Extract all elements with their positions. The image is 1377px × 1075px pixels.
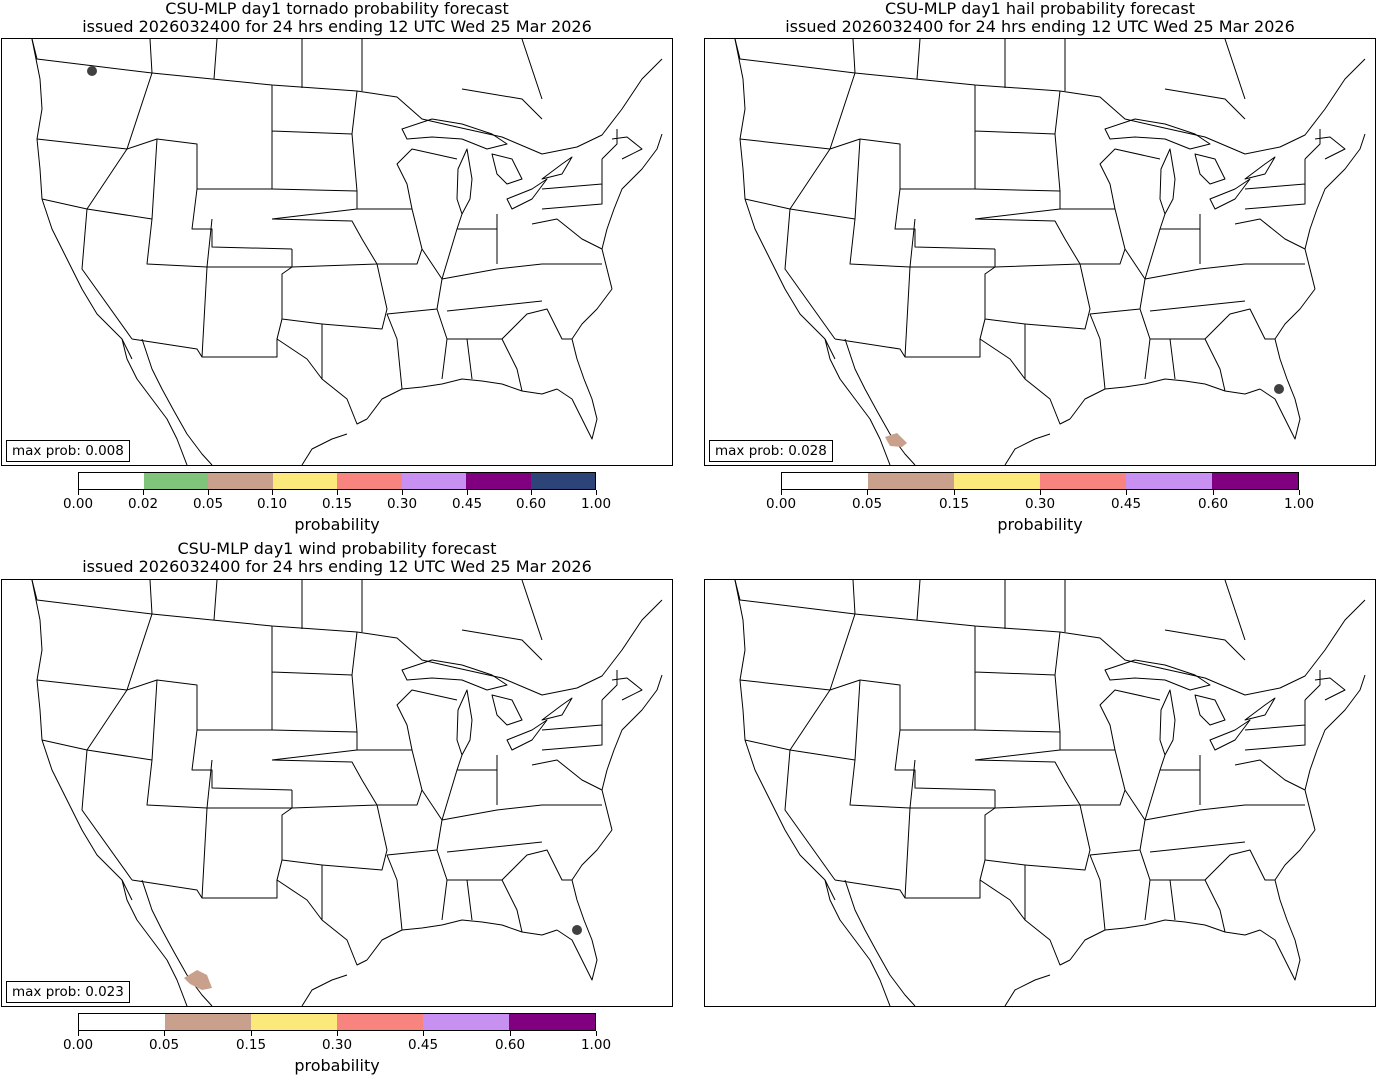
tornado-colorbar [78,472,596,490]
hail-cbar-tick-3 [1040,490,1041,495]
tornado-cbar-seg-6 [466,473,531,489]
wind-cbar-label: probability [294,1056,380,1075]
wind-cbar-seg-3 [337,1014,423,1030]
tornado-cbar-seg-1 [143,473,208,489]
hail-cbar-ticklabel-4: 0.45 [1110,496,1142,512]
tornado-cbar-seg-0 [79,473,144,489]
hail-cbar-ticklabel-0: 0.00 [765,496,797,512]
tornado-cbar-tick-8 [596,490,597,495]
tornado-cbar-tick-4 [337,490,338,495]
wind-map: max prob: 0.023 [1,579,673,1007]
tornado-title-line1: CSU-MLP day1 tornado probability forecas… [165,0,509,18]
wind-cbar-tick-1 [164,1031,165,1036]
hail-cbar-ticklabel-1: 0.05 [851,496,883,512]
tornado-map-svg [2,39,672,465]
wind-cbar-ticklabel-3: 0.30 [321,1037,353,1053]
tornado-cbar-ticklabel-6: 0.45 [451,496,483,512]
hail-cbar-seg-1 [868,473,954,489]
tornado-cbar-seg-3 [272,473,337,489]
wind-cbar-tick-2 [251,1031,252,1036]
tornado-cbar-tick-5 [402,490,403,495]
wind-prob-area [184,970,212,990]
wind-cbar-ticklabel-5: 0.60 [494,1037,526,1053]
wind-title-line2: issued 2026032400 for 24 hrs ending 12 U… [82,557,592,576]
tornado-cbar-tick-2 [208,490,209,495]
hail-cbar-seg-0 [782,473,868,489]
tornado-cbar-seg-5 [401,473,466,489]
tornado-cbar-ticklabel-0: 0.00 [62,496,94,512]
tornado-cbar-seg-2 [208,473,273,489]
tornado-cbar-seg-4 [337,473,402,489]
wind-cbar-seg-1 [165,1014,251,1030]
wind-title: CSU-MLP day1 wind probability forecast i… [1,540,673,576]
hail-max-prob: max prob: 0.028 [709,440,833,462]
tornado-max-prob: max prob: 0.008 [6,440,130,462]
wind-cbar-tick-4 [423,1031,424,1036]
hail-cbar-seg-2 [954,473,1040,489]
hail-cbar-seg-4 [1126,473,1212,489]
wind-cbar-ticklabel-0: 0.00 [62,1037,94,1053]
hail-cbar-ticklabel-3: 0.30 [1024,496,1056,512]
tornado-cbar-ticklabel-3: 0.10 [256,496,288,512]
hail-cbar-tick-2 [954,490,955,495]
wind-cbar-tick-5 [510,1031,511,1036]
hail-cbar-seg-5 [1212,473,1298,489]
hail-cbar-ticklabel-5: 0.60 [1197,496,1229,512]
hail-map-svg [705,39,1375,465]
hail-title-line1: CSU-MLP day1 hail probability forecast [884,0,1196,18]
wind-cbar-tick-0 [78,1031,79,1036]
hail-map: max prob: 0.028 [704,38,1376,466]
hail-cbar-tick-1 [867,490,868,495]
hail-cbar-ticklabel-6: 1.00 [1283,496,1315,512]
tornado-map: max prob: 0.008 [1,38,673,466]
wind-cbar-ticklabel-2: 0.15 [235,1037,267,1053]
wind-cbar-ticklabel-4: 0.45 [407,1037,439,1053]
blank-map-svg [705,580,1375,1006]
tornado-cbar-ticklabel-4: 0.15 [321,496,353,512]
wind-cbar-seg-4 [423,1014,509,1030]
wind-colorbar [78,1013,596,1031]
wind-cbar-seg-0 [79,1014,165,1030]
hail-cbar-tick-4 [1126,490,1127,495]
wind-max-prob: max prob: 0.023 [6,981,130,1003]
hail-cbar-label: probability [997,515,1083,534]
blank-map [704,579,1376,1007]
tornado-title-line2: issued 2026032400 for 24 hrs ending 12 U… [82,17,592,36]
wind-cbar-seg-2 [251,1014,337,1030]
tornado-cbar-ticklabel-8: 1.00 [580,496,612,512]
wind-cbar-tick-6 [596,1031,597,1036]
tornado-report-dot [87,66,97,76]
tornado-cbar-tick-7 [531,490,532,495]
hail-colorbar [781,472,1299,490]
wind-cbar-ticklabel-6: 1.00 [580,1037,612,1053]
wind-cbar-tick-3 [337,1031,338,1036]
tornado-cbar-tick-6 [467,490,468,495]
tornado-cbar-label: probability [294,515,380,534]
tornado-cbar-tick-3 [272,490,273,495]
wind-cbar-seg-5 [509,1014,595,1030]
hail-prob-area [885,433,907,447]
tornado-cbar-ticklabel-1: 0.02 [127,496,159,512]
hail-title-line2: issued 2026032400 for 24 hrs ending 12 U… [785,17,1295,36]
hail-cbar-tick-5 [1213,490,1214,495]
tornado-title: CSU-MLP day1 tornado probability forecas… [1,0,673,36]
tornado-cbar-ticklabel-2: 0.05 [192,496,224,512]
hail-cbar-tick-6 [1299,490,1300,495]
hail-cbar-ticklabel-2: 0.15 [938,496,970,512]
tornado-cbar-seg-7 [530,473,595,489]
hail-cbar-seg-3 [1040,473,1126,489]
wind-title-line1: CSU-MLP day1 wind probability forecast [177,539,497,558]
wind-report-dot [572,925,582,935]
hail-title: CSU-MLP day1 hail probability forecast i… [704,0,1376,36]
hail-cbar-tick-0 [781,490,782,495]
hail-report-dot [1274,384,1284,394]
tornado-cbar-ticklabel-5: 0.30 [386,496,418,512]
tornado-cbar-tick-0 [78,490,79,495]
wind-map-svg [2,580,672,1006]
tornado-cbar-tick-1 [143,490,144,495]
wind-cbar-ticklabel-1: 0.05 [148,1037,180,1053]
tornado-cbar-ticklabel-7: 0.60 [515,496,547,512]
